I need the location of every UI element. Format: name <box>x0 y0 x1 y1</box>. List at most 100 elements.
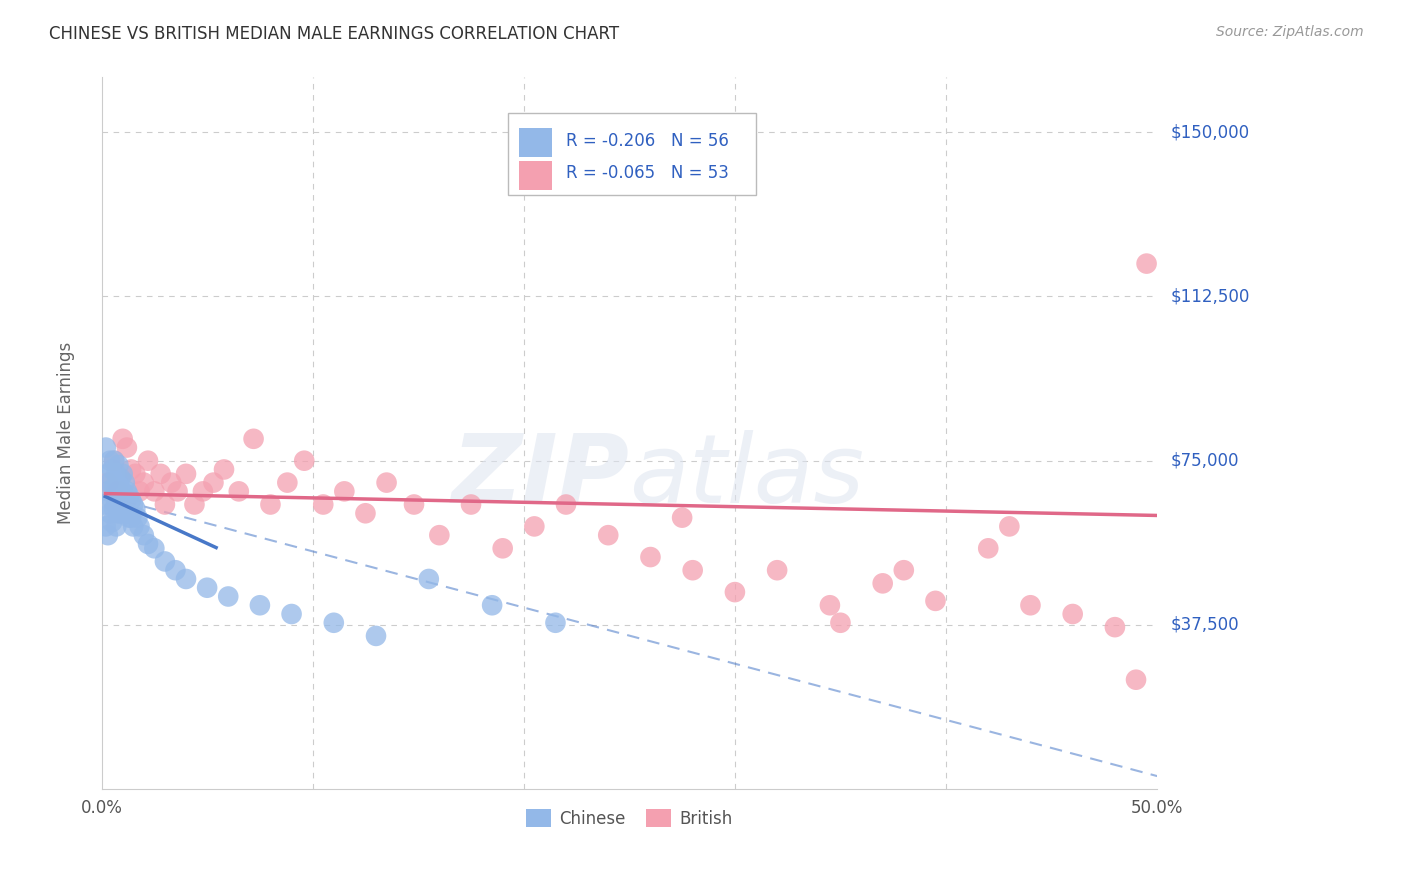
Text: atlas: atlas <box>630 430 865 523</box>
Point <box>111 432 134 446</box>
Point <box>1135 257 1157 271</box>
Point <box>103 502 125 516</box>
Point <box>174 467 197 481</box>
Point <box>153 498 176 512</box>
Point <box>103 453 125 467</box>
Point <box>120 493 142 508</box>
Point <box>1019 599 1042 613</box>
Point <box>202 475 225 490</box>
Point <box>103 480 125 494</box>
Point <box>322 615 344 630</box>
Point <box>98 453 121 467</box>
Point <box>105 484 128 499</box>
Point <box>103 453 125 467</box>
Point <box>110 506 132 520</box>
Point <box>523 519 546 533</box>
Point <box>555 498 578 512</box>
Point <box>124 467 146 481</box>
Point <box>101 462 124 476</box>
Point <box>143 484 166 499</box>
Point <box>165 563 187 577</box>
Point <box>280 607 302 621</box>
Point <box>1104 620 1126 634</box>
Point <box>101 515 124 529</box>
Point <box>212 462 235 476</box>
Point <box>118 510 141 524</box>
Point <box>111 467 134 481</box>
FancyBboxPatch shape <box>508 113 756 194</box>
Point <box>249 599 271 613</box>
Point <box>115 484 138 499</box>
Point <box>97 475 120 490</box>
Point <box>101 493 124 508</box>
Point <box>174 572 197 586</box>
Point <box>105 519 128 533</box>
Text: $75,000: $75,000 <box>1171 451 1240 470</box>
Point <box>682 563 704 577</box>
Text: ZIP: ZIP <box>451 430 630 523</box>
Point <box>312 498 335 512</box>
Point <box>724 585 747 599</box>
Point <box>115 441 138 455</box>
Point <box>114 475 136 490</box>
Point <box>183 498 205 512</box>
Point <box>460 498 482 512</box>
Point <box>122 519 145 533</box>
Point <box>481 599 503 613</box>
Point <box>97 467 120 481</box>
Y-axis label: Median Male Earnings: Median Male Earnings <box>58 343 75 524</box>
Point <box>122 498 145 512</box>
Point <box>93 498 115 512</box>
Point <box>191 484 214 499</box>
Legend: Chinese, British: Chinese, British <box>520 803 740 834</box>
Text: R = -0.206   N = 56: R = -0.206 N = 56 <box>567 132 728 150</box>
Point <box>292 453 315 467</box>
Point <box>127 510 149 524</box>
Point <box>128 519 150 533</box>
Point <box>132 528 155 542</box>
Point <box>333 484 356 499</box>
Point <box>149 467 172 481</box>
Point <box>132 475 155 490</box>
Point <box>259 498 281 512</box>
Point <box>153 554 176 568</box>
Point <box>228 484 250 499</box>
Point <box>136 453 159 467</box>
Point <box>105 467 128 481</box>
Point <box>998 519 1021 533</box>
Point <box>111 484 134 499</box>
Text: R = -0.065   N = 53: R = -0.065 N = 53 <box>567 164 728 182</box>
Point <box>110 489 132 503</box>
Point <box>166 484 188 499</box>
Point <box>136 537 159 551</box>
Point <box>418 572 440 586</box>
Point <box>128 484 150 499</box>
Point <box>107 506 129 520</box>
Point <box>124 502 146 516</box>
Point <box>114 498 136 512</box>
Point <box>105 498 128 512</box>
Point <box>1062 607 1084 621</box>
Point <box>94 441 117 455</box>
Text: CHINESE VS BRITISH MEDIAN MALE EARNINGS CORRELATION CHART: CHINESE VS BRITISH MEDIAN MALE EARNINGS … <box>49 25 619 43</box>
Point <box>110 471 132 485</box>
Point <box>375 475 398 490</box>
Point <box>427 528 450 542</box>
Point <box>671 510 693 524</box>
Point <box>1125 673 1147 687</box>
Text: Source: ZipAtlas.com: Source: ZipAtlas.com <box>1216 25 1364 39</box>
Text: $150,000: $150,000 <box>1171 123 1250 141</box>
Point <box>98 475 121 490</box>
Point <box>598 528 620 542</box>
Point <box>143 541 166 556</box>
Point <box>107 458 129 472</box>
Point <box>242 432 264 446</box>
Point <box>492 541 515 556</box>
Point <box>160 475 183 490</box>
Point <box>118 489 141 503</box>
Point <box>97 528 120 542</box>
Point <box>94 519 117 533</box>
Point <box>111 502 134 516</box>
Point <box>830 615 852 630</box>
Point <box>872 576 894 591</box>
